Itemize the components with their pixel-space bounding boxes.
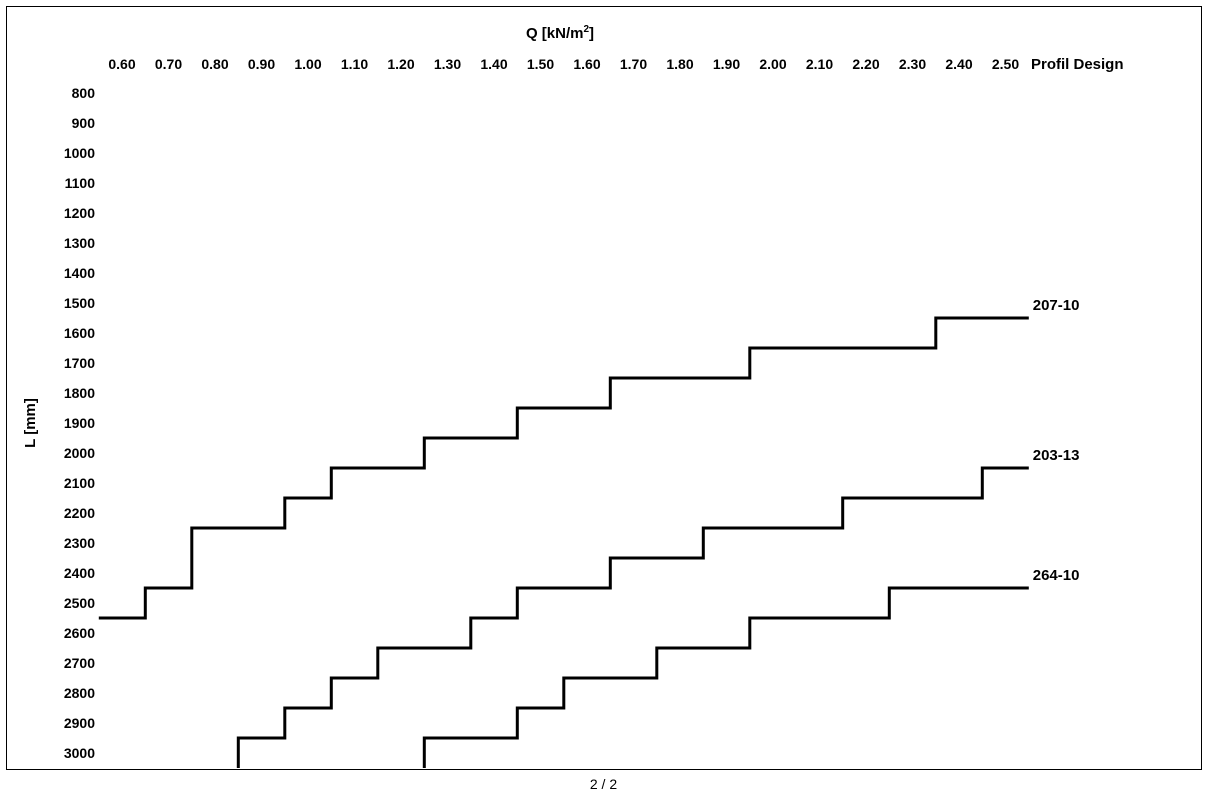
y-tick-label: 1400 — [64, 265, 95, 281]
y-tick-label: 1600 — [64, 325, 95, 341]
series-label: 203-13 — [1033, 447, 1080, 464]
y-tick-label: 2800 — [64, 685, 95, 701]
x-tick-label: 0.60 — [108, 56, 135, 72]
y-tick-label: 2300 — [64, 535, 95, 551]
chart-title: Q [kN/m2] — [526, 24, 594, 42]
series-label: 207-10 — [1033, 297, 1080, 314]
x-tick-label: 1.90 — [713, 56, 740, 72]
y-tick-label: 2700 — [64, 655, 95, 671]
y-tick-label: 1000 — [64, 145, 95, 161]
y-tick-label: 1900 — [64, 415, 95, 431]
series-line-207-10 — [98, 316, 1029, 620]
x-tick-label: 1.10 — [341, 56, 368, 72]
y-tick-label: 900 — [72, 115, 96, 131]
y-tick-label: 2200 — [64, 505, 95, 521]
y-axis-label: L [mm] — [22, 398, 39, 448]
x-tick-label: 2.30 — [899, 56, 926, 72]
y-tick-label: 3000 — [64, 745, 95, 761]
x-tick-label: 2.10 — [806, 56, 833, 72]
series-line-203-13 — [236, 466, 1029, 768]
series-line-264-10 — [422, 586, 1029, 768]
x-tick-label: 1.80 — [666, 56, 693, 72]
y-tick-label: 2500 — [64, 595, 95, 611]
series-labels: 207-10 203-13 264-10 — [1033, 297, 1080, 584]
y-tick-label: 1500 — [64, 295, 95, 311]
x-tick-label: 1.50 — [527, 56, 554, 72]
x-tick-label: 1.20 — [387, 56, 414, 72]
chart-frame — [6, 6, 1202, 770]
series-lines — [98, 316, 1029, 768]
series-label: 264-10 — [1033, 567, 1080, 584]
y-tick-label: 2600 — [64, 625, 95, 641]
x-tick-label: 0.70 — [155, 56, 182, 72]
y-tick-label: 800 — [72, 85, 96, 101]
y-tick-labels: 800 900 1000 1100 1200 1300 1400 1500 1600 1700 18… — [64, 85, 95, 761]
y-tick-label: 1200 — [64, 205, 95, 221]
step-chart: Q [kN/m2] L [mm] Profil Design 0.60 0.70 0… — [22, 24, 1124, 768]
x-tick-labels: 0.60 0.70 0.80 0.90 1.00 1.10 1.20 1.30 1.40 1.50… — [108, 56, 1019, 72]
x-tick-label: 2.00 — [759, 56, 786, 72]
y-tick-label: 1800 — [64, 385, 95, 401]
x-tick-label: 1.30 — [434, 56, 461, 72]
y-tick-label: 2900 — [64, 715, 95, 731]
y-tick-label: 2100 — [64, 475, 95, 491]
x-tick-label: 1.70 — [620, 56, 647, 72]
x-tick-label: 1.00 — [294, 56, 321, 72]
x-tick-label: 0.90 — [248, 56, 275, 72]
x-tick-label: 2.20 — [852, 56, 879, 72]
y-tick-label: 2400 — [64, 565, 95, 581]
x-tick-label: 1.40 — [480, 56, 507, 72]
y-tick-label: 1300 — [64, 235, 95, 251]
y-tick-label: 1700 — [64, 355, 95, 371]
legend-header: Profil Design — [1031, 56, 1124, 73]
x-tick-label: 2.50 — [992, 56, 1019, 72]
page-number: 2 / 2 — [589, 776, 618, 792]
y-tick-label: 2000 — [64, 445, 95, 461]
x-tick-label: 1.60 — [573, 56, 600, 72]
x-tick-label: 2.40 — [945, 56, 972, 72]
y-tick-label: 1100 — [65, 175, 96, 191]
x-tick-label: 0.80 — [201, 56, 228, 72]
